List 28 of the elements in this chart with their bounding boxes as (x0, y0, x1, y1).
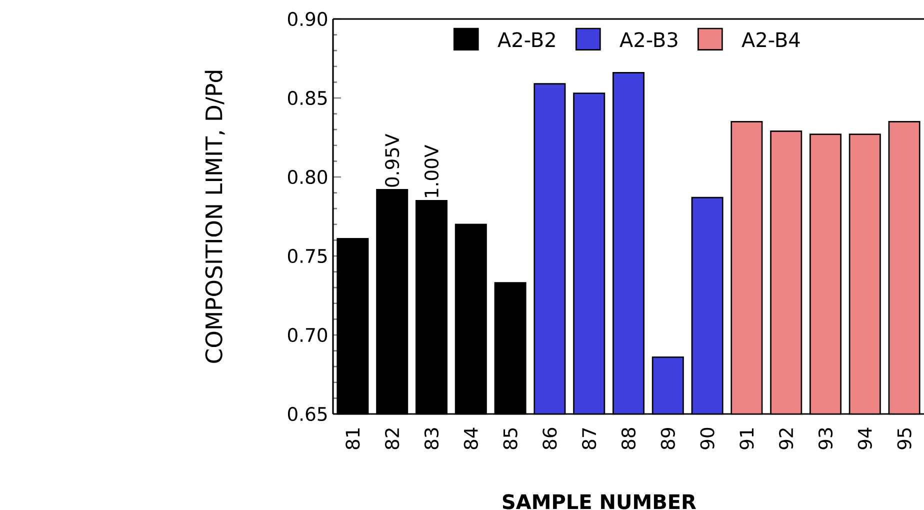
x-tick-label: 86 (542, 428, 557, 450)
legend-label: A2-B3 (620, 32, 678, 48)
x-axis-title: SAMPLE NUMBER (502, 494, 696, 510)
x-tick-label: 87 (582, 428, 596, 450)
legend-label: A2-B4 (742, 32, 800, 47)
x-tick-label: 94 (858, 428, 872, 450)
x-tick-label: 95 (897, 428, 912, 450)
legend-label: A2-B2 (498, 32, 555, 47)
x-tick-label: 82 (385, 428, 400, 450)
y-axis-title: COMPOSITION LIMIT, D/Pd (204, 70, 225, 363)
y-tick-label: 0.75 (288, 248, 327, 264)
x-tick-label: 92 (779, 428, 794, 450)
y-tick-label: 0.65 (288, 406, 327, 422)
x-tick-label: 81 (346, 428, 360, 450)
x-tick-label: 88 (621, 428, 636, 450)
annotation: 0.95V (385, 134, 400, 187)
x-tick-label: 83 (424, 428, 439, 450)
x-tick-label: 85 (503, 428, 518, 450)
x-tick-label: 91 (740, 428, 754, 450)
y-tick-label: 0.85 (288, 90, 327, 106)
annotation: 1.00V (424, 144, 439, 198)
y-tick-label: 0.80 (288, 170, 328, 184)
x-tick-label: 93 (818, 428, 833, 450)
x-tick-label: 84 (464, 428, 478, 450)
x-tick-label: 90 (700, 428, 714, 450)
y-tick-label: 0.70 (288, 328, 328, 342)
x-tick-label: 89 (660, 428, 675, 450)
y-tick-label: 0.90 (288, 12, 328, 26)
